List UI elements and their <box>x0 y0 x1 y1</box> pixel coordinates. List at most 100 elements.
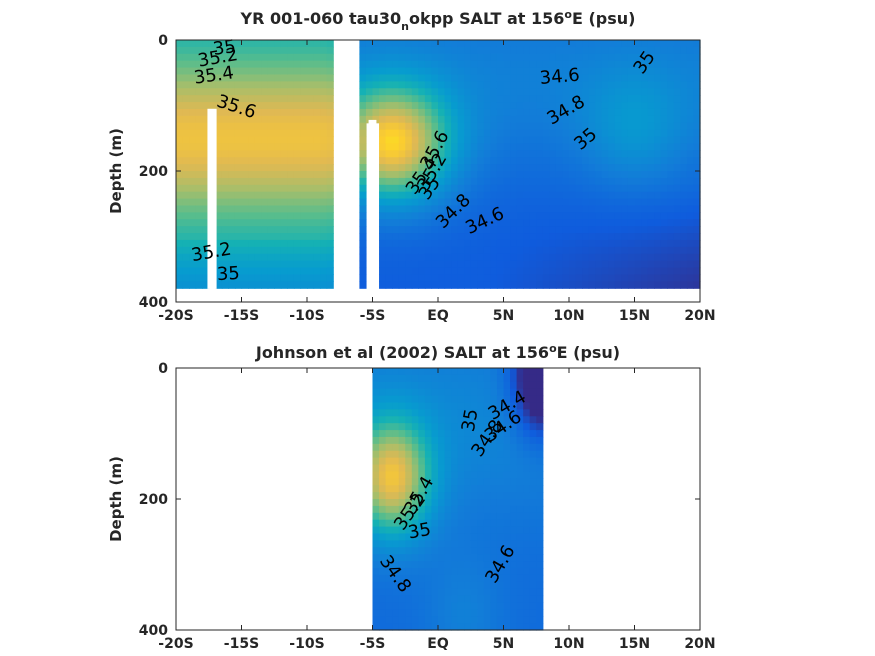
field-cell <box>326 239 334 248</box>
field-cell <box>359 233 367 241</box>
field-cell <box>280 164 288 172</box>
field-cell <box>405 554 413 562</box>
field-cell <box>496 233 505 241</box>
field-cell <box>202 239 210 248</box>
field-cell <box>490 388 498 397</box>
field-cell <box>496 395 505 404</box>
field-cell <box>385 115 393 124</box>
field-cell <box>287 95 295 103</box>
field-cell <box>431 547 439 555</box>
field-cell <box>595 171 603 179</box>
field-cell <box>496 212 505 220</box>
field-cell <box>189 226 197 234</box>
field-cell <box>654 157 662 165</box>
field-cell <box>686 115 695 124</box>
field-cell <box>392 485 400 493</box>
x-tick-label: -20S <box>158 636 193 652</box>
field-cell <box>536 388 544 397</box>
field-cell <box>654 177 662 186</box>
x-tick-label: 10N <box>553 308 584 324</box>
field-cell <box>293 260 302 269</box>
field-cell <box>477 108 485 117</box>
field-cell <box>595 60 603 69</box>
field-cell <box>418 409 426 417</box>
field-cell <box>398 253 406 262</box>
field-cell <box>392 388 400 397</box>
field-cell <box>529 616 537 624</box>
field-cell <box>431 233 439 241</box>
field-cell <box>405 602 413 610</box>
field-cell <box>457 67 465 76</box>
field-cell <box>176 60 184 69</box>
field-cell <box>627 40 636 48</box>
field-cell <box>477 95 485 103</box>
field-cell <box>405 368 413 376</box>
field-cell <box>667 95 675 103</box>
field-cell <box>176 67 184 76</box>
field-cell <box>228 67 236 76</box>
field-cell <box>195 115 203 124</box>
field-cell <box>673 198 681 207</box>
field-cell <box>529 533 537 541</box>
field-cell <box>614 108 622 117</box>
field-cell <box>470 198 478 207</box>
field-cell <box>280 81 288 89</box>
field-cell <box>654 281 662 289</box>
field-cell <box>241 46 249 55</box>
field-cell <box>267 74 275 82</box>
field-cell <box>523 239 531 248</box>
field-cell <box>542 253 550 262</box>
field-cell <box>516 499 524 507</box>
field-cell <box>241 267 249 276</box>
field-cell <box>477 267 485 276</box>
field-cell <box>510 143 518 151</box>
field-cell <box>424 239 433 248</box>
field-cell <box>529 191 537 200</box>
field-cell <box>483 122 491 131</box>
field-cell <box>267 67 275 76</box>
field-cell <box>641 233 649 241</box>
field-cell <box>562 212 570 220</box>
field-cell <box>686 267 695 276</box>
field-cell <box>444 198 452 207</box>
field-cell <box>444 164 452 172</box>
field-cell <box>490 554 498 562</box>
field-cell <box>326 274 334 282</box>
field-cell <box>202 267 210 276</box>
field-cell <box>261 164 269 172</box>
field-cell <box>438 602 446 610</box>
field-cell <box>405 150 413 158</box>
field-cell <box>490 430 498 438</box>
field-cell <box>176 88 184 96</box>
field-cell <box>234 102 243 110</box>
field-cell <box>287 108 295 117</box>
field-cell <box>202 260 210 269</box>
field-cell <box>424 233 433 241</box>
field-cell <box>464 526 472 535</box>
field-cell <box>510 478 518 486</box>
field-cell <box>385 533 393 541</box>
field-cell <box>555 102 564 110</box>
field-cell <box>444 46 452 55</box>
field-cell <box>411 512 419 521</box>
field-cell <box>464 239 472 248</box>
field-cell <box>451 485 459 493</box>
field-cell <box>529 526 537 535</box>
field-cell <box>398 191 406 200</box>
field-cell <box>411 239 419 248</box>
field-cell <box>405 274 413 282</box>
field-cell <box>424 136 433 145</box>
field-cell <box>470 574 478 583</box>
field-cell <box>176 157 184 165</box>
field-cell <box>451 205 459 213</box>
field-cell <box>601 274 609 282</box>
field-cell <box>582 81 590 89</box>
field-cell <box>241 88 249 96</box>
field-cell <box>457 512 465 521</box>
field-cell <box>614 88 622 96</box>
field-cell <box>195 164 203 172</box>
field-cell <box>418 374 426 383</box>
field-cell <box>248 260 256 269</box>
field-cell <box>523 136 531 145</box>
field-cell <box>261 274 269 282</box>
